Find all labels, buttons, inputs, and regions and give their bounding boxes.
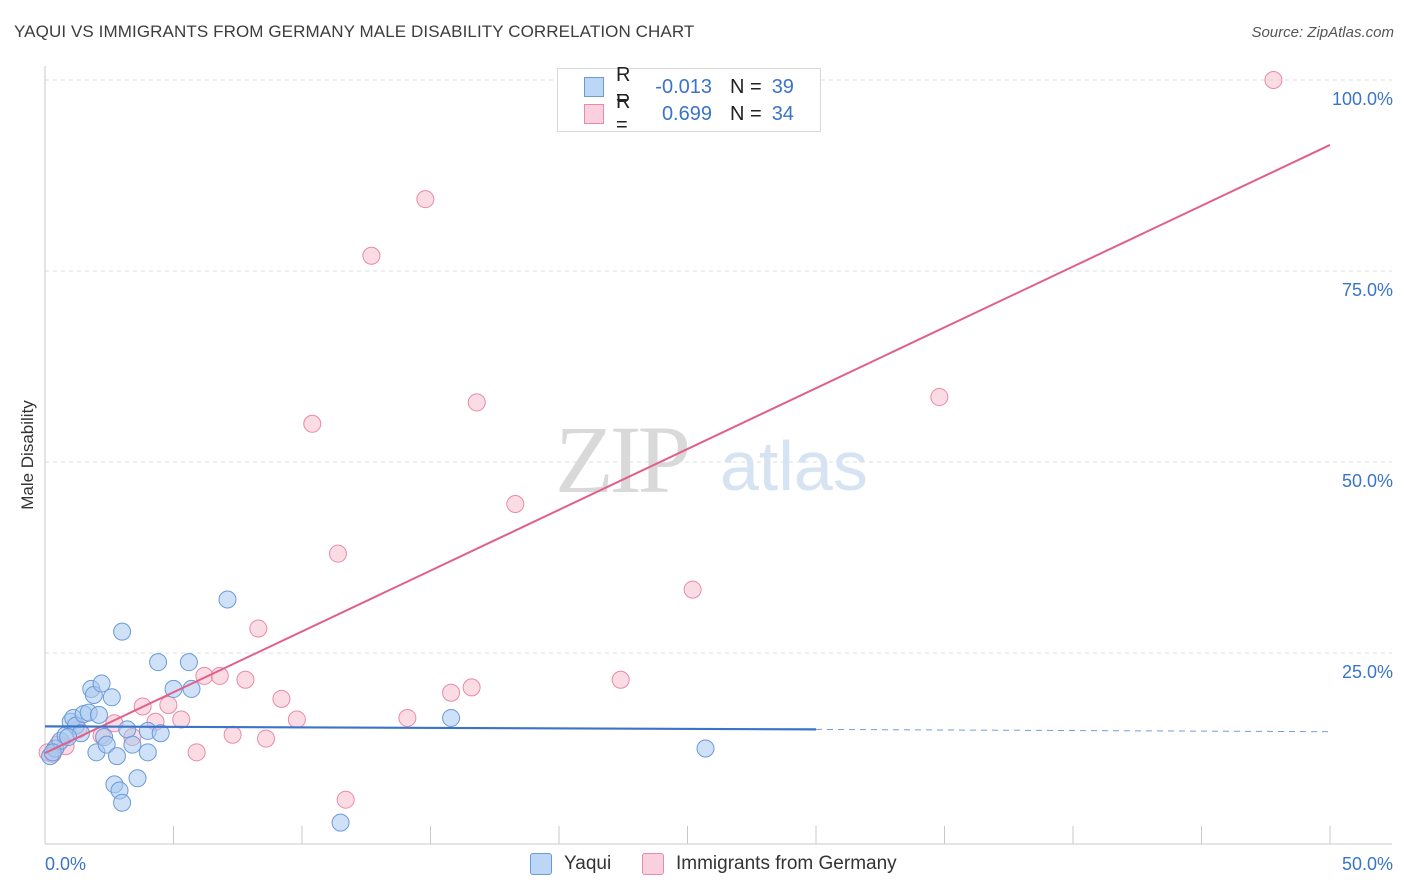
legend-n-label: N = [730,75,762,98]
germany-point [336,790,355,809]
axes [44,66,1392,845]
bottom-legend-label-yaqui: Yaqui [564,853,612,874]
chart-source: Source: ZipAtlas.com [1251,24,1394,41]
germany-point [462,678,481,697]
y-tick-label: 25.0% [1342,662,1393,682]
germany-point [611,670,630,689]
tick-labels: 25.0% 50.0% 75.0% 100.0% 0.0% 50.0% [45,89,1393,874]
germany-point [236,670,255,689]
germany-point [362,246,381,265]
germany-point [187,743,206,762]
chart-title: YAQUI VS IMMIGRANTS FROM GERMANY MALE DI… [14,22,695,41]
legend-n-label: N = [730,102,762,125]
germany-point [1264,71,1283,89]
yaqui-point [128,769,147,788]
yaqui-point [113,793,132,812]
legend-r-label: R = [616,91,631,136]
germany-point [467,393,486,412]
correlation-legend: R = -0.013 N = 39 R = 0.699 N = 34 [557,64,821,136]
yaqui-point [218,590,237,609]
legend-r-value: 0.699 [661,102,712,125]
legend-r-value: -0.013 [655,75,712,98]
yaqui-point [102,688,121,707]
germany-point [683,580,702,599]
yaqui-trend-line [44,725,817,731]
germany-point [398,708,417,727]
legend-n-value: 39 [771,75,794,98]
watermark-atlas: atlas [720,427,868,505]
germany-point [249,619,268,638]
yaqui-point [107,747,126,766]
germany-point [930,388,949,407]
yaqui-point [696,739,715,758]
legend-swatch-germany [584,104,604,124]
x-tick-label: 0.0% [45,854,86,874]
germany-point [172,710,191,729]
bottom-legend-swatch-germany [642,853,664,875]
germany-point [272,689,291,708]
germany-point [442,683,461,702]
bottom-legend-germany: Immigrants from Germany [642,851,897,877]
yaqui-point [89,705,108,724]
x-tick-label: 50.0% [1342,854,1393,874]
yaqui-point [138,743,157,762]
germany-point [303,414,322,433]
yaqui-point [149,653,168,672]
y-tick-label: 50.0% [1342,471,1393,491]
bottom-legend-swatch-yaqui [530,853,552,875]
yaqui-point [118,720,137,739]
legend-row-yaqui: R = -0.013 N = 39 [584,64,794,109]
bottom-legend-yaqui: Yaqui [530,851,611,877]
yaqui-point [331,813,350,832]
germany-point [416,190,435,209]
legend-swatch-yaqui [584,77,604,97]
germany-point [257,729,276,748]
y-tick-label: 100.0% [1332,89,1393,109]
germany-point [159,695,178,714]
germany-point [223,725,242,744]
yaqui-point [182,679,201,698]
germany-point [506,495,525,514]
legend-row-germany: R = 0.699 N = 34 [584,91,794,136]
yaqui-point [97,735,116,754]
watermark: ZIP atlas [555,406,868,513]
yaqui-point [442,708,461,727]
watermark-zip: ZIP [555,406,688,513]
yaqui-trend-extension [815,728,1331,733]
bottom-legend-label-germany: Immigrants from Germany [676,853,897,874]
legend-r-label: R = [616,64,631,109]
trend-lines [44,144,1331,754]
grid-lines [45,79,1392,654]
germany-point [328,544,347,563]
yaqui-point [151,724,170,743]
germany-point [287,710,306,729]
yaqui-point [123,735,142,754]
yaqui-point [92,674,111,693]
legend-n-value: 34 [771,102,794,125]
y-axis-label: Male Disability [18,400,37,510]
y-tick-label: 75.0% [1342,280,1393,300]
yaqui-point [179,653,198,672]
yaqui-point [113,622,132,641]
germany-trend-line [44,144,1331,754]
